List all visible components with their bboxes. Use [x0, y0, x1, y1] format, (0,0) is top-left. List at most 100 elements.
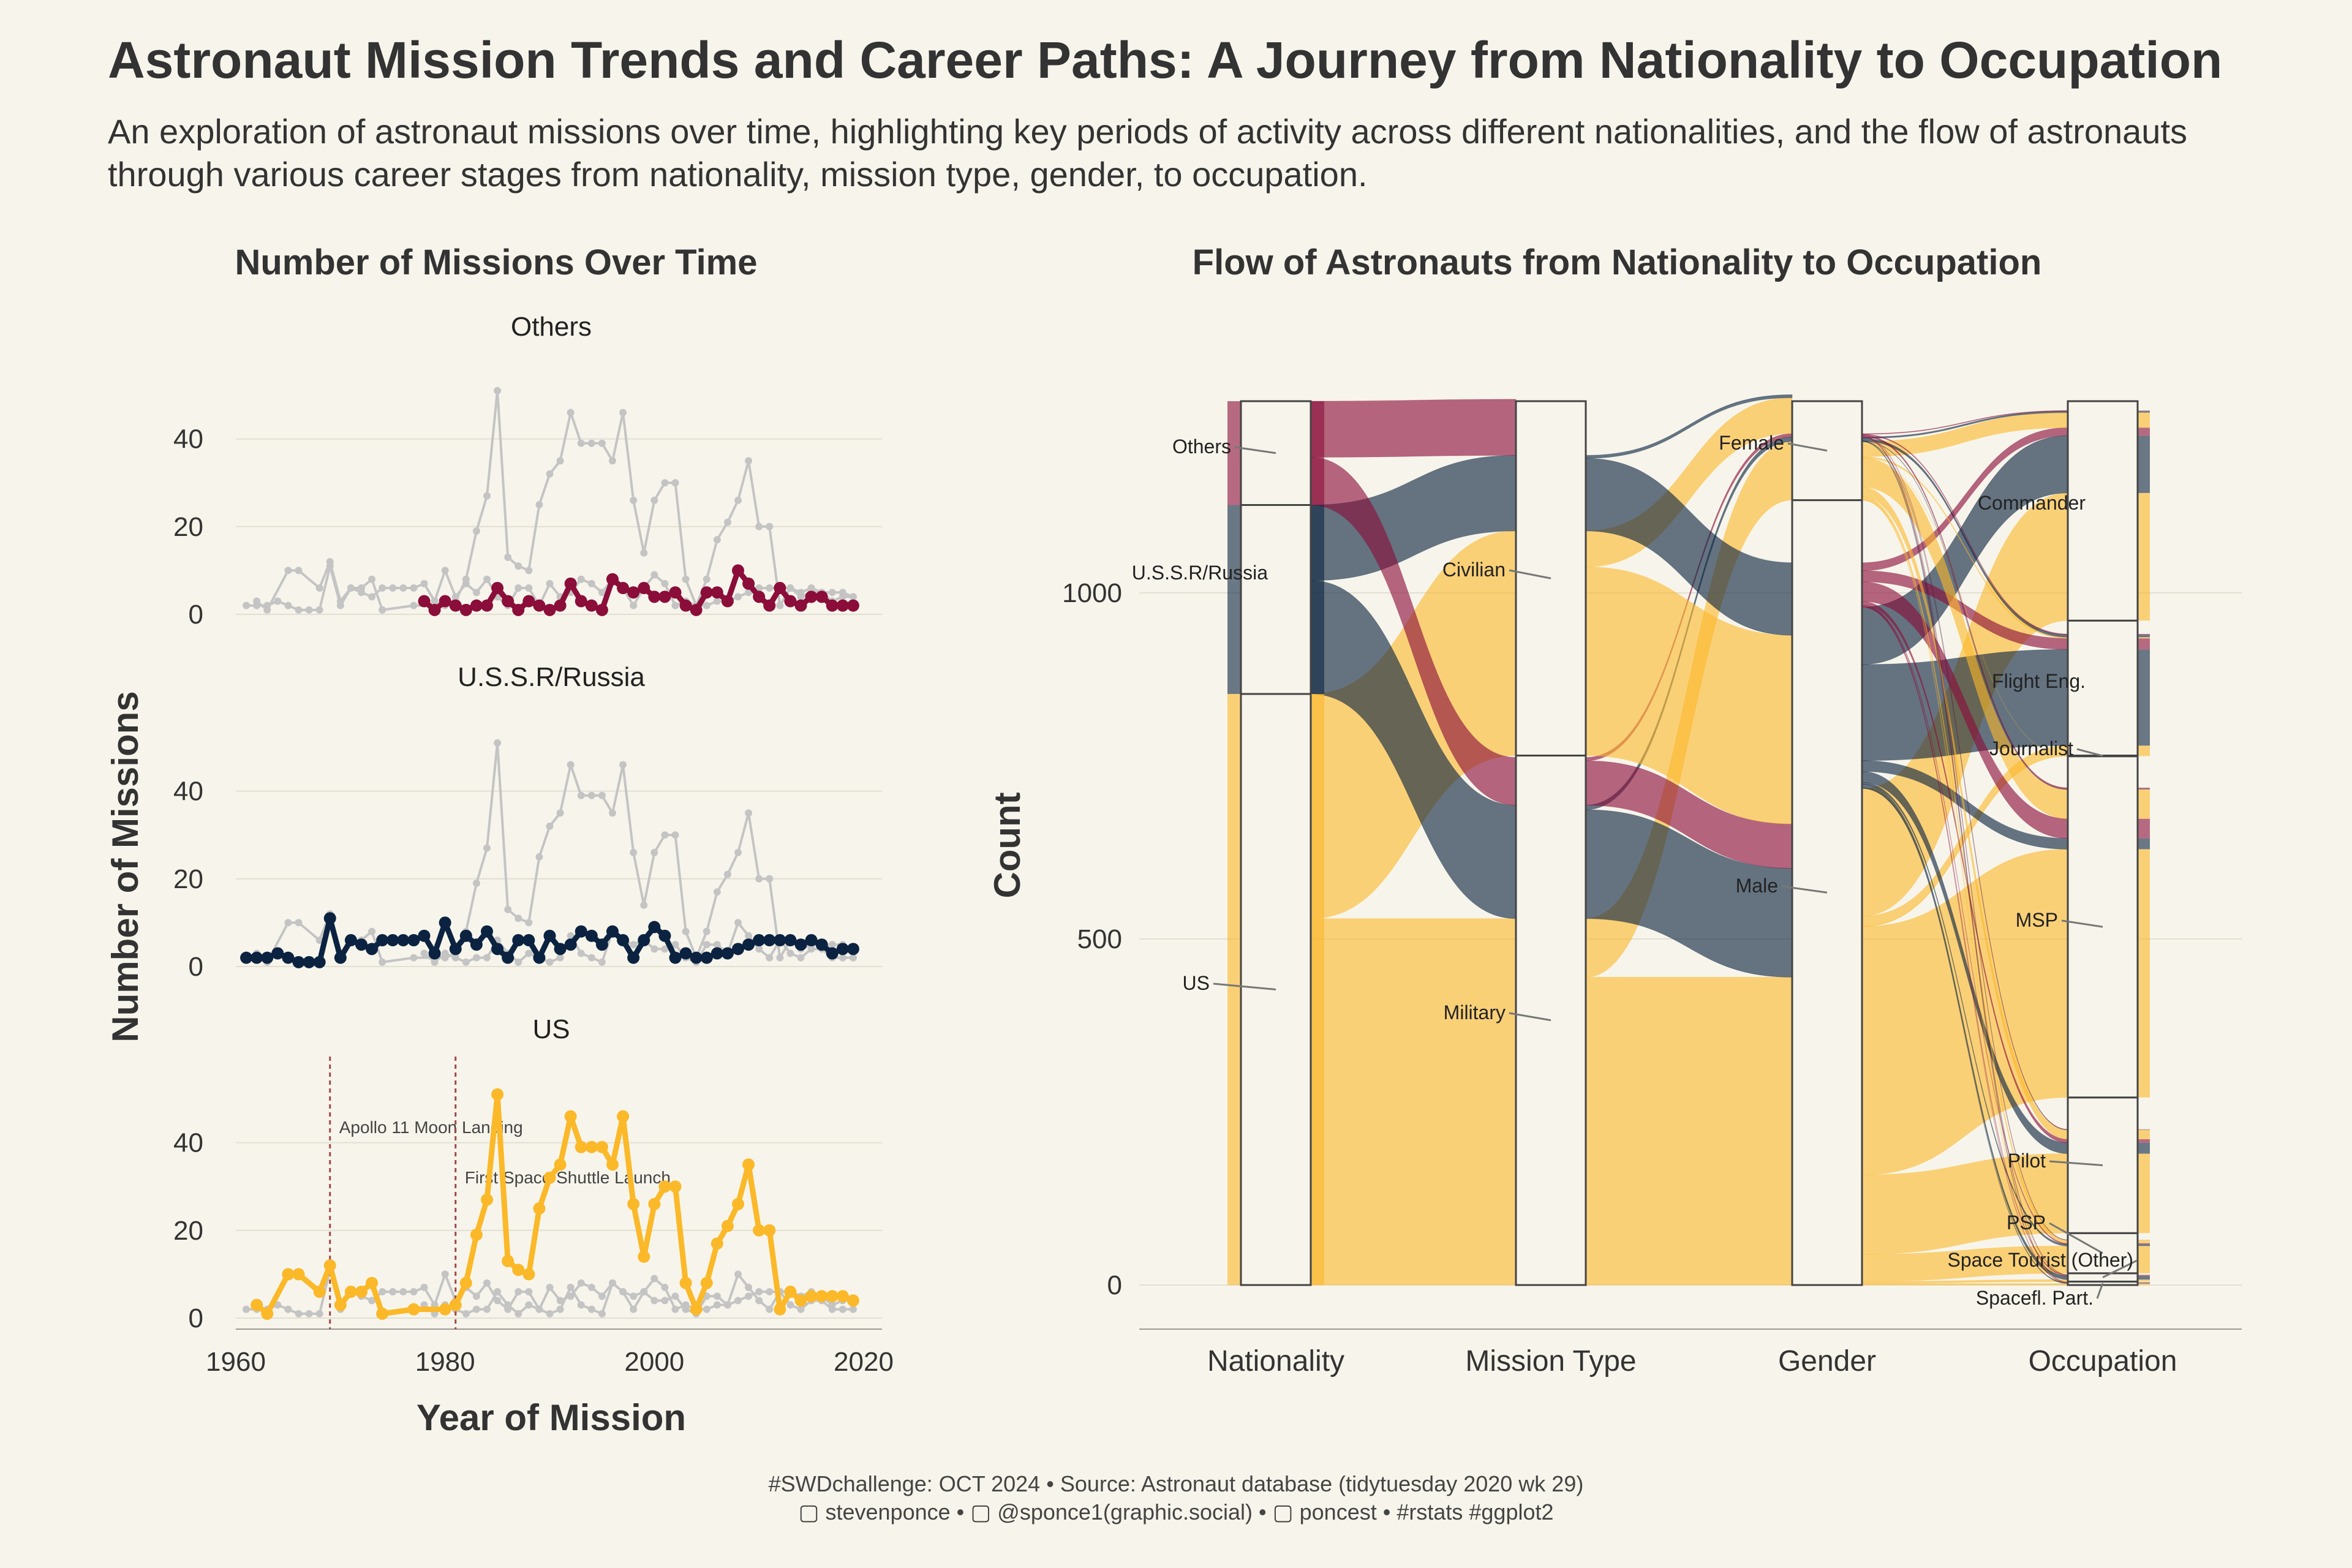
background-point	[462, 958, 470, 966]
label-leader	[2102, 1259, 2138, 1278]
node-labels: Others U.S.S.R/Russia US Civilian Military Fe…	[1132, 432, 2138, 1309]
background-point	[661, 1297, 669, 1305]
background-point	[420, 949, 428, 957]
background-point	[420, 1283, 428, 1291]
flow-edge	[2138, 1244, 2150, 1246]
series-point	[742, 577, 755, 590]
background-point	[723, 518, 731, 526]
node-label: U.S.S.R/Russia	[1132, 562, 1268, 584]
background-point	[713, 888, 721, 896]
background-point	[326, 558, 334, 566]
label-leader	[2096, 1283, 2104, 1299]
background-point	[849, 954, 857, 962]
background-point	[431, 597, 439, 605]
node-label: Flight Eng.	[1992, 670, 2086, 692]
caption: #SWDchallenge: OCT 2024 • Source: Astron…	[0, 1470, 2352, 1526]
flow-band	[1861, 1283, 2068, 1286]
background-point	[839, 1305, 846, 1313]
series-point	[449, 943, 462, 956]
background-point	[472, 589, 480, 597]
background-point	[671, 479, 679, 487]
series-point	[355, 1286, 368, 1298]
background-point	[514, 1288, 522, 1296]
label-leader	[1781, 885, 1828, 894]
series-point	[397, 934, 410, 947]
background-point	[305, 1310, 313, 1317]
flow-edge	[2138, 1275, 2150, 1276]
background-point	[766, 875, 774, 883]
label-leader	[2061, 919, 2103, 928]
y-tick-label: 0	[1107, 1270, 1122, 1300]
background-point	[713, 536, 721, 544]
background-point	[577, 791, 585, 799]
flow-band	[1310, 918, 1517, 1286]
series-point	[376, 934, 389, 947]
series-point	[554, 1158, 567, 1171]
node-label: Military	[1444, 1001, 1506, 1023]
background-point	[755, 584, 763, 592]
background-point	[525, 584, 533, 592]
background-point	[494, 739, 502, 747]
series-point	[669, 586, 682, 599]
series-point	[606, 573, 619, 586]
background-point	[577, 949, 585, 957]
series-point	[522, 1268, 535, 1281]
series-point	[459, 603, 472, 616]
flow-edge	[2138, 1139, 2150, 1143]
background-point	[650, 1275, 658, 1283]
background-point	[598, 439, 606, 447]
series-point	[763, 599, 776, 612]
series-point	[721, 595, 734, 608]
series-point	[575, 595, 587, 608]
series-point	[366, 943, 379, 956]
background-point	[755, 1297, 763, 1305]
x-tick-label: 1980	[415, 1347, 475, 1377]
flow-edge	[2138, 428, 2150, 436]
background-point	[839, 589, 846, 597]
series-point	[617, 582, 630, 595]
background-point	[514, 584, 522, 592]
series-point	[481, 925, 493, 938]
background-point	[713, 597, 721, 605]
series-point	[491, 1088, 504, 1101]
series-point	[512, 603, 525, 616]
series-point	[753, 590, 766, 603]
background-point	[535, 501, 543, 508]
series-point	[366, 1276, 379, 1289]
caption-line-2: ▢ stevenponce • ▢ @sponce1(graphic.socia…	[798, 1499, 1554, 1525]
sankey-y-axis-title: Count	[987, 792, 1028, 898]
flow-edge	[2138, 1243, 2150, 1245]
node-label: Civilian	[1442, 559, 1506, 581]
background-point	[483, 1305, 491, 1313]
x-tick-label: 1960	[206, 1347, 266, 1377]
series-point	[334, 951, 347, 964]
series-point	[533, 1202, 546, 1215]
series-point	[753, 934, 766, 947]
background-point	[358, 584, 365, 592]
background-point	[546, 1310, 554, 1317]
series-point	[543, 929, 556, 942]
series-point	[512, 1264, 525, 1276]
stage-label: Mission Type	[1465, 1345, 1636, 1378]
series-point	[595, 1140, 608, 1153]
series-point	[794, 1294, 807, 1307]
stratum-group-gender: Gender	[1778, 400, 1876, 1378]
background-point	[650, 496, 658, 504]
stratum-box	[1240, 503, 1312, 695]
background-point	[472, 954, 480, 962]
background-point	[535, 853, 543, 861]
y-tick-label: 40	[173, 424, 203, 454]
background-point	[546, 958, 554, 966]
background-point	[379, 584, 386, 592]
series-point	[658, 1180, 671, 1193]
stratum-group-occupation: Occupation	[2029, 400, 2177, 1378]
background-point	[776, 601, 784, 609]
series-point	[617, 1110, 630, 1123]
y-axis-title: Number of Missions	[105, 691, 146, 1042]
flow-band	[1585, 976, 1793, 1286]
background-point	[797, 954, 805, 962]
background-point	[379, 1288, 386, 1296]
stage-label: Gender	[1778, 1345, 1876, 1378]
series-point	[292, 1268, 305, 1281]
